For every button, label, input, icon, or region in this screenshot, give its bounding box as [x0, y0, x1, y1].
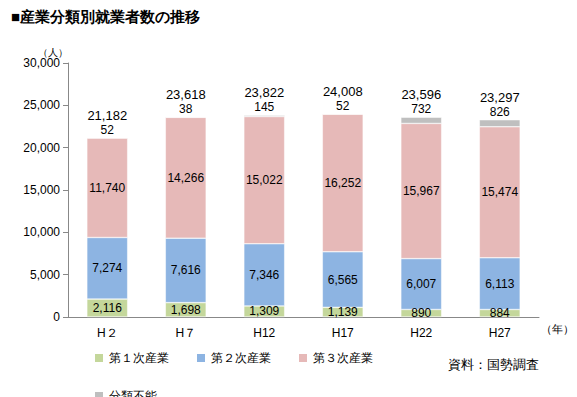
- svg-text:6,007: 6,007: [406, 277, 436, 291]
- svg-text:23,297: 23,297: [480, 90, 520, 105]
- svg-text:6,113: 6,113: [485, 277, 514, 291]
- svg-text:7,274: 7,274: [92, 261, 122, 275]
- svg-text:10,000: 10,000: [23, 225, 60, 239]
- svg-text:H22: H22: [410, 326, 432, 340]
- svg-text:（年）: （年）: [541, 323, 574, 335]
- svg-text:732: 732: [411, 102, 431, 116]
- svg-text:890: 890: [411, 306, 431, 320]
- svg-text:0: 0: [53, 310, 60, 324]
- svg-text:H27: H27: [489, 326, 511, 340]
- svg-text:25,000: 25,000: [23, 98, 60, 112]
- svg-text:第１次産業: 第１次産業: [109, 351, 169, 365]
- svg-text:（人）: （人）: [38, 46, 68, 58]
- svg-text:15,022: 15,022: [246, 173, 283, 187]
- svg-text:7,346: 7,346: [249, 268, 279, 282]
- svg-text:24,008: 24,008: [323, 84, 363, 99]
- svg-text:分類不能: 分類不能: [109, 389, 157, 397]
- svg-text:16,252: 16,252: [324, 176, 361, 190]
- svg-text:1,309: 1,309: [249, 304, 279, 318]
- svg-text:52: 52: [336, 99, 350, 113]
- svg-text:30,000: 30,000: [23, 56, 60, 70]
- svg-text:14,266: 14,266: [167, 171, 204, 185]
- svg-text:5,000: 5,000: [30, 268, 60, 282]
- svg-text:38: 38: [179, 102, 193, 116]
- svg-text:1,139: 1,139: [328, 305, 358, 319]
- svg-text:6,565: 6,565: [328, 273, 358, 287]
- svg-text:145: 145: [254, 100, 274, 114]
- svg-text:H12: H12: [253, 326, 275, 340]
- svg-text:20,000: 20,000: [23, 141, 60, 155]
- svg-text:H２: H２: [97, 326, 118, 340]
- svg-text:11,740: 11,740: [89, 181, 125, 195]
- svg-text:15,967: 15,967: [403, 184, 440, 198]
- svg-text:2,116: 2,116: [93, 301, 122, 315]
- svg-text:1,698: 1,698: [171, 303, 201, 317]
- svg-text:826: 826: [490, 105, 510, 119]
- svg-text:H17: H17: [332, 326, 354, 340]
- svg-text:7,616: 7,616: [171, 263, 201, 277]
- svg-text:23,596: 23,596: [401, 87, 441, 102]
- svg-text:H７: H７: [175, 326, 196, 340]
- svg-text:第３次産業: 第３次産業: [313, 351, 373, 365]
- svg-text:第２次産業: 第２次産業: [211, 351, 271, 365]
- svg-text:15,000: 15,000: [23, 183, 60, 197]
- svg-text:21,182: 21,182: [87, 108, 127, 123]
- svg-text:■産業分類別就業者数の推移: ■産業分類別就業者数の推移: [11, 8, 200, 25]
- svg-text:資料：国勢調査: 資料：国勢調査: [448, 357, 539, 372]
- svg-text:884: 884: [490, 306, 510, 320]
- svg-text:15,474: 15,474: [481, 185, 518, 199]
- svg-text:23,618: 23,618: [166, 87, 206, 102]
- svg-text:23,822: 23,822: [244, 85, 284, 100]
- svg-text:52: 52: [101, 123, 115, 137]
